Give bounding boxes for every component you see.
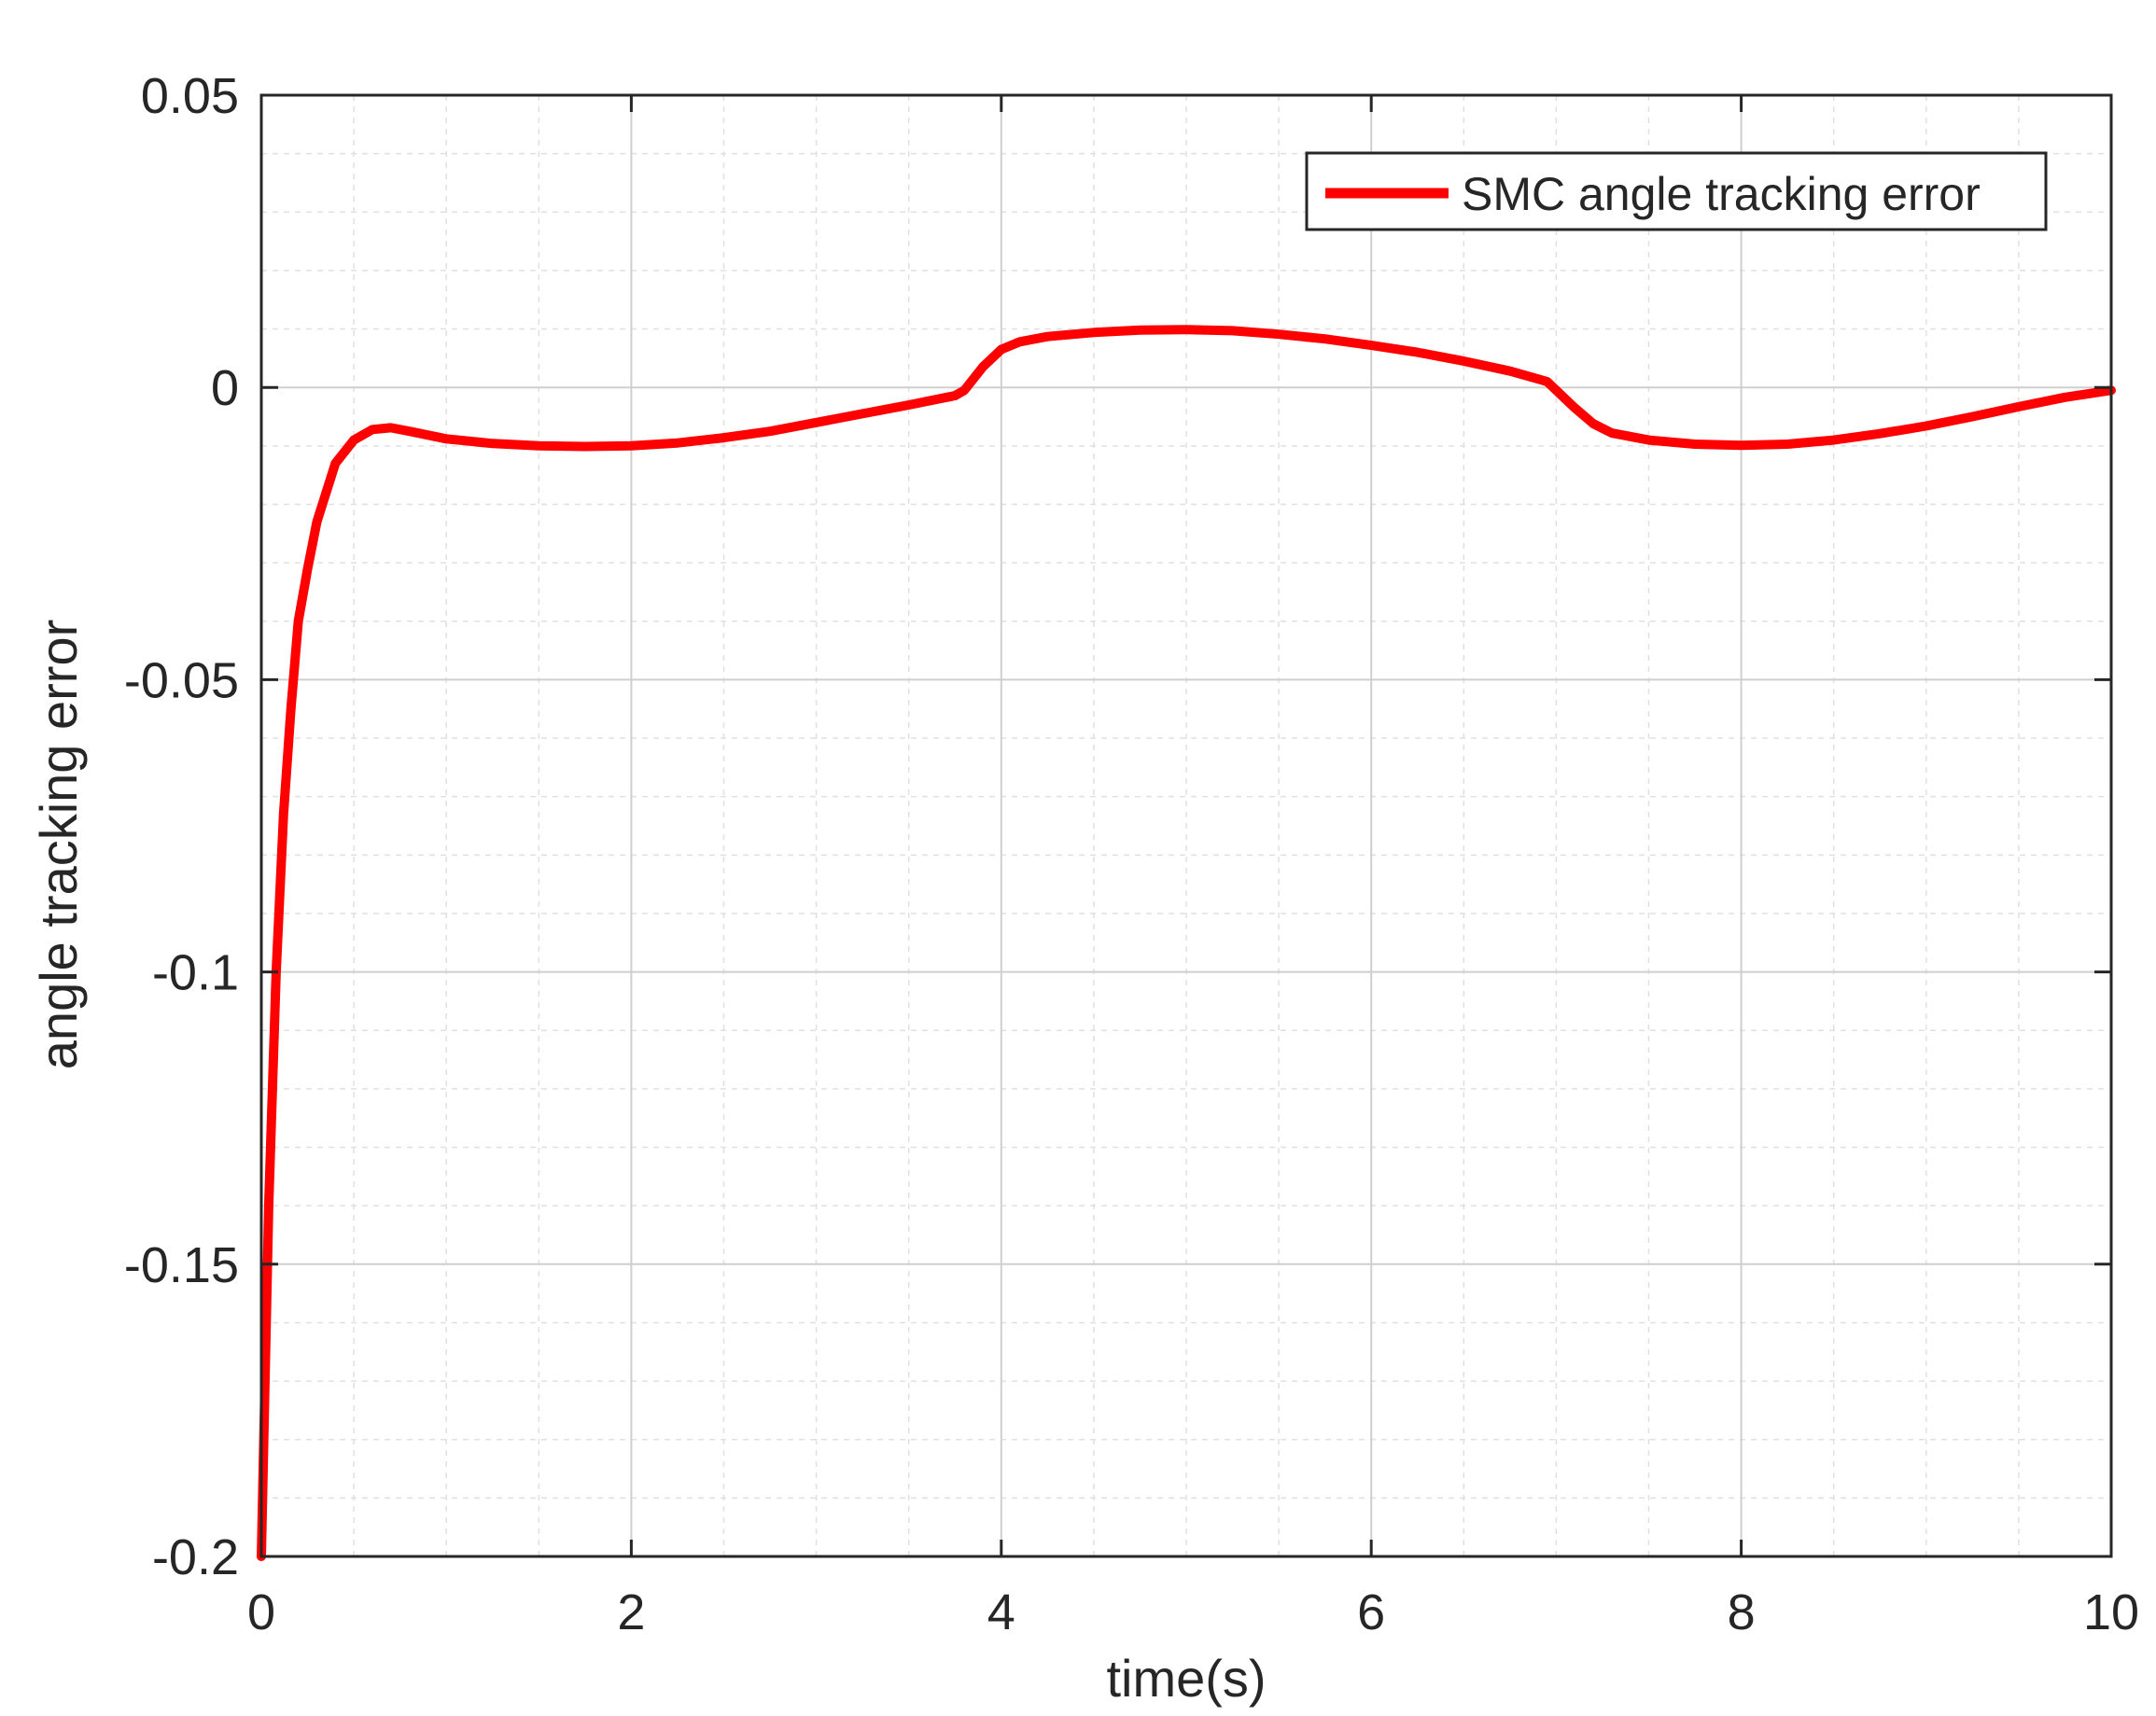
x-tick-label: 10 bbox=[2083, 1584, 2139, 1640]
y-tick-label: -0.2 bbox=[152, 1529, 239, 1585]
plot-frame bbox=[259, 93, 2113, 1558]
y-tick-label: -0.05 bbox=[124, 652, 239, 708]
ticks: 0 2 4 6 8 10 -0.2 -0.15 -0.1 -0.05 0 0.05 bbox=[124, 68, 2139, 1640]
x-tick-label: 2 bbox=[617, 1584, 645, 1640]
x-tick-label: 8 bbox=[1728, 1584, 1756, 1640]
y-tick-label: -0.1 bbox=[152, 945, 239, 1001]
series-line bbox=[257, 325, 2116, 1561]
y-tick-label: 0 bbox=[211, 360, 239, 416]
x-tick-label: 6 bbox=[1357, 1584, 1385, 1640]
y-tick-label: -0.15 bbox=[124, 1237, 239, 1293]
x-tick-label: 4 bbox=[987, 1584, 1015, 1640]
x-tick-label: 0 bbox=[247, 1584, 275, 1640]
legend-label: SMC angle tracking error bbox=[1462, 168, 1981, 220]
legend: SMC angle tracking error bbox=[1305, 151, 2048, 231]
x-axis-label: time(s) bbox=[1106, 1649, 1266, 1708]
y-axis-label: angle tracking error bbox=[29, 620, 88, 1069]
y-tick-label: 0.05 bbox=[141, 68, 239, 124]
series-layer bbox=[257, 325, 2116, 1561]
